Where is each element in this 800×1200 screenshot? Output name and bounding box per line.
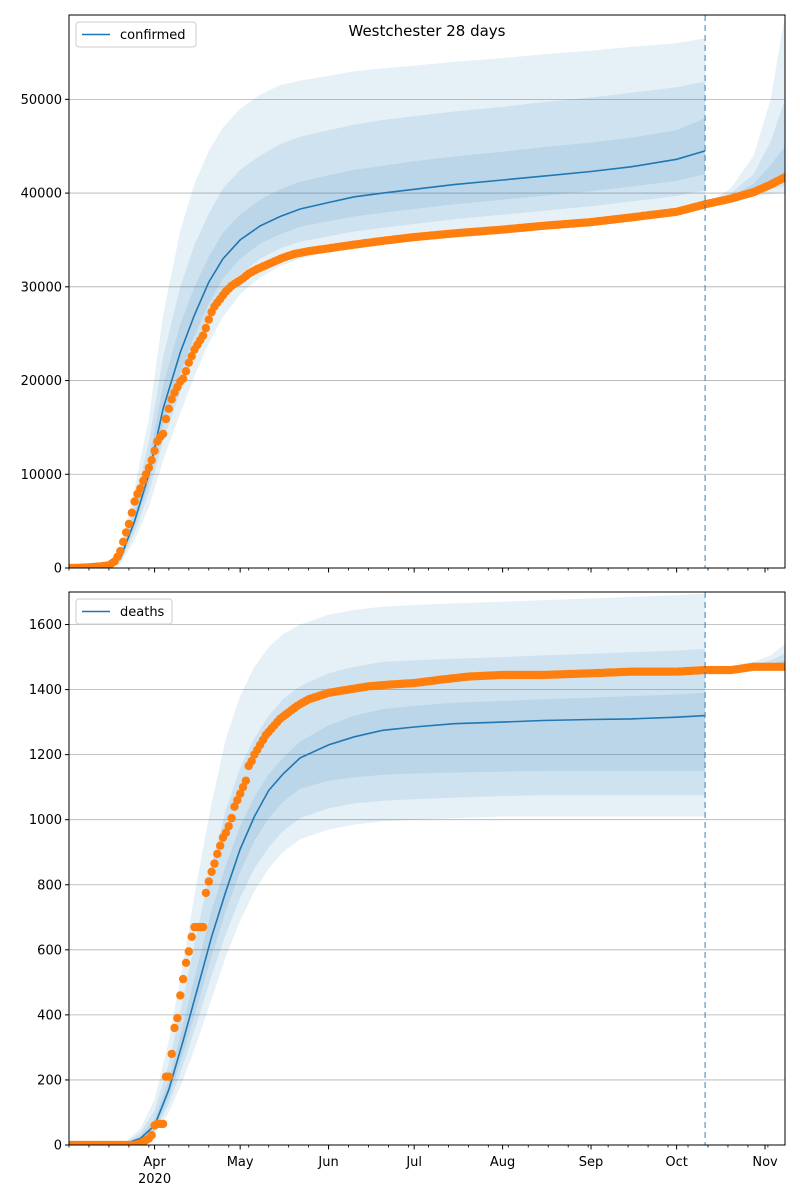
observed-point (204, 315, 213, 324)
observed-point (210, 859, 219, 868)
observed-point (167, 1049, 176, 1059)
observed-point (141, 470, 151, 479)
observed-point (201, 888, 211, 898)
observed-point (121, 528, 131, 537)
observed-point (198, 331, 208, 340)
observed-point (184, 358, 193, 367)
axes-frame (68, 591, 786, 1146)
observed-point (170, 1023, 179, 1033)
y-tick-label: 50000 (21, 93, 62, 108)
observed-point (201, 323, 211, 333)
y-tick-label: 20000 (21, 374, 62, 389)
observed-point (230, 802, 239, 811)
observed-point (147, 456, 156, 465)
observed-point (181, 367, 191, 376)
observed-point (187, 352, 196, 361)
legend: confirmed (75, 21, 197, 48)
observed-point (124, 519, 134, 529)
observed-point (216, 841, 225, 850)
observed-point (198, 922, 208, 932)
x-tick-label: Jun (317, 1155, 338, 1170)
x-tick-sublabel: 2020 (138, 1172, 171, 1187)
uncertainty-band (69, 81, 706, 568)
x-tick-label: Aug (490, 1155, 515, 1170)
x-tick-label: Oct (665, 1155, 687, 1170)
y-tick-label: 1600 (29, 618, 62, 633)
observed-point (187, 932, 196, 941)
uncertainty-band (69, 692, 706, 1145)
observed-point (233, 796, 242, 805)
observed-point (236, 789, 245, 798)
observed-point (164, 404, 173, 413)
observed-point (184, 947, 193, 956)
y-tick-label: 1000 (29, 813, 62, 828)
observed-point (173, 1013, 182, 1023)
observed-point (147, 1131, 156, 1140)
observed-point (247, 757, 256, 766)
uncertainty-band (705, 99, 785, 205)
observed-point (207, 867, 216, 876)
observed-point (181, 958, 191, 967)
observed-point (221, 828, 231, 837)
plot-area (69, 15, 785, 568)
x-tick-label: Sep (579, 1155, 604, 1170)
legend-label: confirmed (120, 28, 186, 43)
axes-frame (68, 14, 786, 569)
observed-point (150, 446, 159, 455)
observed-point (130, 497, 139, 506)
x-tick-label: Jul (405, 1155, 422, 1170)
observed-point (238, 783, 248, 792)
y-tick-label: 600 (37, 943, 62, 958)
observed-point (241, 776, 251, 785)
uncertainty-band (705, 15, 785, 205)
observed-point (116, 546, 125, 556)
observed-point (158, 429, 168, 439)
legend: deaths (75, 598, 173, 625)
observed-point (204, 877, 213, 886)
observed-point (224, 822, 233, 831)
legend-label: deaths (120, 605, 165, 620)
x-tick-label: Apr (143, 1155, 166, 1170)
observed-point (161, 414, 171, 424)
observed-point (780, 662, 785, 671)
plot-area (69, 593, 785, 1145)
model-line (69, 714, 706, 1145)
observed-point (164, 1072, 173, 1081)
observed-point (780, 173, 785, 182)
uncertainty-band (69, 38, 706, 568)
observed-point (176, 991, 185, 1000)
uncertainty-band (69, 648, 706, 1145)
deaths-chart: 0 200 400 600 800 1000 1200 1400 1600 Apr 2020 May J… (29, 591, 786, 1187)
observed-point (127, 508, 136, 517)
chart-title: Westchester 28 days (349, 22, 506, 40)
y-tick-label: 10000 (21, 468, 62, 483)
observed-point (213, 849, 222, 859)
y-tick-label: 1200 (29, 748, 62, 763)
observed-point (119, 537, 128, 546)
legend-box (75, 598, 173, 625)
confirmed-chart: 0 10000 20000 30000 40000 50000 Westchester 28… (21, 14, 786, 577)
observed-point (158, 1119, 168, 1129)
y-tick-label: 40000 (21, 187, 62, 202)
legend-box (75, 21, 197, 48)
observed-point (136, 484, 145, 493)
y-tick-label: 200 (37, 1073, 62, 1088)
y-tick-label: 1400 (29, 683, 62, 698)
y-tick-label: 400 (37, 1008, 62, 1023)
y-tick-label: 30000 (21, 280, 62, 295)
observed-point (167, 395, 176, 404)
observed-point (139, 476, 148, 485)
x-tick-label: May (227, 1155, 254, 1170)
uncertainty-band (69, 118, 706, 568)
observed-point (227, 813, 236, 823)
observed-point (144, 463, 154, 472)
y-tick-label: 800 (37, 878, 62, 893)
uncertainty-band (69, 593, 706, 1145)
y-tick-label: 0 (54, 562, 62, 577)
observed-point (178, 974, 188, 984)
observed-point (178, 374, 188, 383)
x-tick-label: Nov (752, 1155, 778, 1170)
y-tick-label: 0 (54, 1139, 62, 1154)
